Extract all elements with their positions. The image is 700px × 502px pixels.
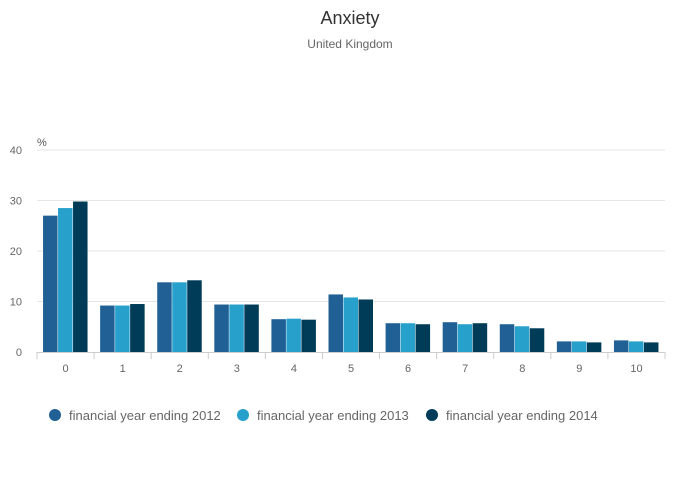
legend-marker <box>49 409 61 421</box>
bar[interactable] <box>172 282 187 352</box>
bar[interactable] <box>472 323 488 352</box>
bar[interactable] <box>229 304 244 352</box>
bar[interactable] <box>571 341 587 352</box>
y-tick-label: 20 <box>10 246 22 258</box>
bar[interactable] <box>457 324 473 352</box>
bar[interactable] <box>100 305 115 352</box>
bar[interactable] <box>400 323 416 352</box>
bar[interactable] <box>556 341 572 352</box>
x-tick-label: 4 <box>291 363 297 375</box>
bar[interactable] <box>343 297 359 352</box>
bar[interactable] <box>529 328 545 352</box>
bar[interactable] <box>628 341 644 352</box>
x-tick-label: 2 <box>177 363 183 375</box>
x-tick-label: 6 <box>405 363 411 375</box>
y-tick-label: 30 <box>10 196 22 208</box>
bar[interactable] <box>442 322 458 352</box>
bar[interactable] <box>613 340 629 352</box>
y-tick-labels: 0 10 20 30 40 <box>10 145 22 359</box>
bar[interactable] <box>301 319 316 352</box>
bar[interactable] <box>130 304 145 352</box>
bar[interactable] <box>643 342 659 352</box>
legend-label: financial year ending 2013 <box>257 408 409 423</box>
bar[interactable] <box>415 324 431 352</box>
chart-subtitle: United Kingdom <box>307 37 392 51</box>
gridlines <box>37 149 665 302</box>
bar[interactable] <box>358 299 374 352</box>
chart-title: Anxiety <box>320 8 379 28</box>
bar[interactable] <box>244 304 259 352</box>
legend-marker <box>237 409 249 421</box>
legend[interactable]: financial year ending 2012 financial year… <box>49 408 598 423</box>
legend-item[interactable]: financial year ending 2014 <box>426 408 598 423</box>
legend-label: financial year ending 2014 <box>446 408 598 423</box>
bar[interactable] <box>115 305 130 352</box>
x-tick-label: 5 <box>348 363 354 375</box>
legend-item[interactable]: financial year ending 2012 <box>49 408 221 423</box>
bars <box>43 201 659 352</box>
x-tick-label: 10 <box>630 363 642 375</box>
bar[interactable] <box>73 201 88 352</box>
bar[interactable] <box>286 318 301 352</box>
bar[interactable] <box>328 294 344 352</box>
x-tick-label: 8 <box>519 363 525 375</box>
y-tick-label: 40 <box>10 145 22 157</box>
legend-label: financial year ending 2012 <box>69 408 221 423</box>
bar[interactable] <box>271 319 286 352</box>
bar[interactable] <box>499 324 515 352</box>
x-tick-label: 1 <box>120 363 126 375</box>
bar[interactable] <box>58 208 73 352</box>
x-tick-label: 0 <box>62 363 68 375</box>
x-axis: 0 1 2 3 4 5 6 7 8 9 10 <box>36 352 666 375</box>
x-tick-label: 3 <box>234 363 240 375</box>
y-tick-label: 0 <box>16 347 22 359</box>
x-tick-label: 9 <box>576 363 582 375</box>
y-axis-unit: % <box>37 137 47 149</box>
bar[interactable] <box>157 282 172 352</box>
bar[interactable] <box>43 215 58 352</box>
bar[interactable] <box>385 323 401 352</box>
y-tick-label: 10 <box>10 297 22 309</box>
legend-item[interactable]: financial year ending 2013 <box>237 408 409 423</box>
x-tick-label: 7 <box>462 363 468 375</box>
bar[interactable] <box>514 326 530 352</box>
bar[interactable] <box>187 280 202 352</box>
legend-marker <box>426 409 438 421</box>
bar[interactable] <box>214 304 229 352</box>
bar[interactable] <box>586 342 602 352</box>
